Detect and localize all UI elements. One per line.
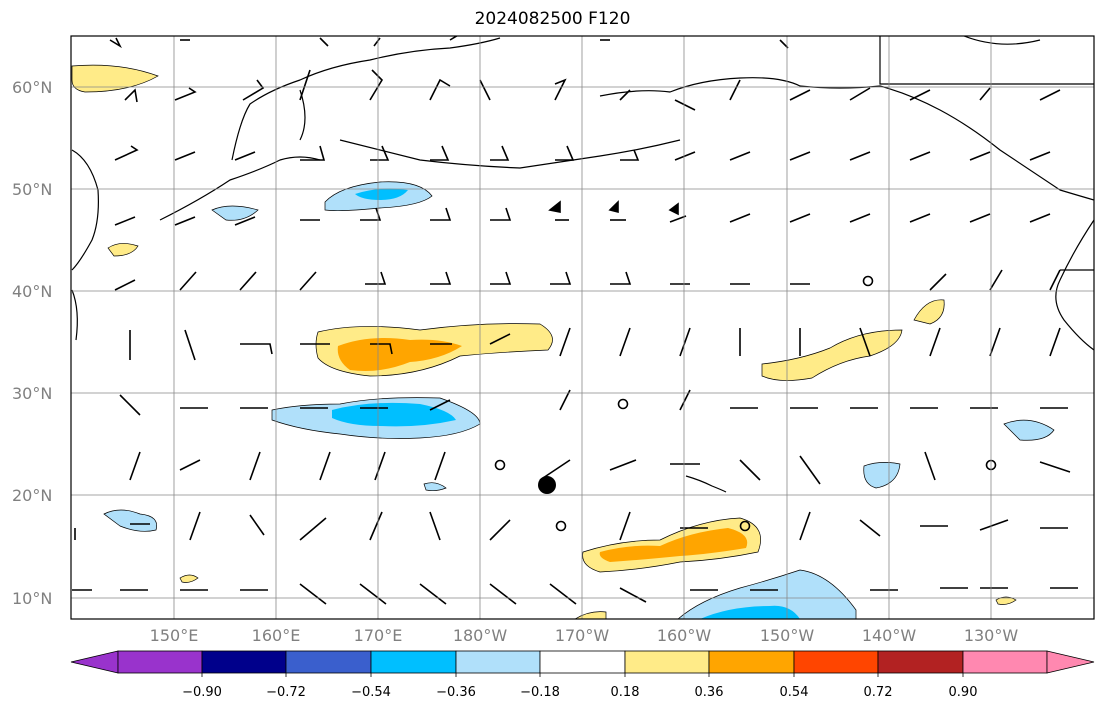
lat-label: 20°N (12, 486, 52, 505)
colorbar-bin (455, 650, 541, 674)
lon-label: 140°W (862, 626, 917, 645)
colorbar-bin (539, 650, 626, 674)
colorbar (70, 650, 1095, 677)
negative-anomaly-region (863, 462, 901, 489)
map-title: 2024082500 F120 (474, 9, 631, 29)
colorbar-tick-label: 0.36 (695, 685, 724, 700)
lon-label: 170°E (354, 626, 403, 645)
positive-anomaly-region (995, 596, 1017, 605)
lat-label: 10°N (12, 589, 52, 608)
calm-markers (494, 275, 997, 532)
colorbar-bin (624, 650, 710, 674)
colorbar-tick-label: 0.18 (611, 685, 640, 700)
negative-anomaly-region (1003, 419, 1055, 441)
positive-anomaly-core (599, 528, 748, 562)
colorbar-tick-label: −0.36 (436, 685, 476, 700)
colorbar-tick-label: −0.90 (182, 685, 222, 700)
colorbar-bin (708, 650, 795, 674)
positive-anomaly-region (179, 574, 199, 583)
colorbar-tick-label: −0.18 (520, 685, 560, 700)
positive-anomaly-core (337, 338, 462, 371)
colorbar-tick-label: 0.90 (949, 685, 978, 700)
lon-label: 130°W (964, 626, 1019, 645)
colorbar-bin (201, 650, 287, 674)
lon-label: 170°W (555, 626, 610, 645)
colorbar-bin (793, 650, 879, 674)
colorbar-bin (285, 650, 372, 674)
lat-label: 30°N (12, 384, 52, 403)
lon-label: 180°W (453, 626, 508, 645)
longitude-labels: 150°E 160°E 170°E 180°W 170°W 160°W 150°… (150, 626, 1019, 645)
negative-anomaly-core (355, 188, 408, 200)
map-area (71, 36, 1094, 619)
positive-anomaly-region (913, 299, 945, 325)
negative-anomaly-core (700, 605, 800, 619)
positive-anomaly-region (574, 611, 607, 619)
colorbar-ticks: −0.90 −0.72 −0.54 −0.36 −0.18 0.18 0.36 … (182, 685, 977, 700)
negative-anomaly-region (423, 482, 447, 492)
colorbar-bin (877, 650, 964, 674)
lat-label: 40°N (12, 282, 52, 301)
wind-barbs (72, 36, 1078, 605)
colorbar-under-extension (70, 650, 119, 674)
positive-anomaly-region (107, 243, 139, 257)
lon-label: 160°E (252, 626, 301, 645)
colorbar-bin (962, 650, 1048, 674)
coastlines (71, 36, 1094, 493)
colorbar-tick-label: −0.54 (351, 685, 391, 700)
colorbar-tick-label: 0.54 (780, 685, 809, 700)
latitude-labels: 60°N 50°N 40°N 30°N 20°N 10°N (12, 78, 52, 608)
lat-label: 50°N (12, 180, 52, 199)
lat-label: 60°N (12, 78, 52, 97)
colorbar-tick-label: 0.72 (864, 685, 893, 700)
graticule (71, 36, 1094, 619)
lon-label: 150°W (760, 626, 815, 645)
colorbar-bin (117, 650, 203, 674)
negative-anomaly-region (103, 509, 157, 532)
negative-anomaly-region (211, 205, 259, 221)
colorbar-bin (370, 650, 457, 674)
colorbar-over-extension (1046, 650, 1095, 674)
lon-label: 160°W (657, 626, 712, 645)
negative-anomaly-region (677, 569, 857, 619)
map-frame (70, 35, 1095, 620)
location-marker (538, 476, 556, 494)
colorbar-tick-label: −0.72 (266, 685, 306, 700)
lon-label: 150°E (150, 626, 199, 645)
positive-anomaly-region (761, 329, 903, 381)
